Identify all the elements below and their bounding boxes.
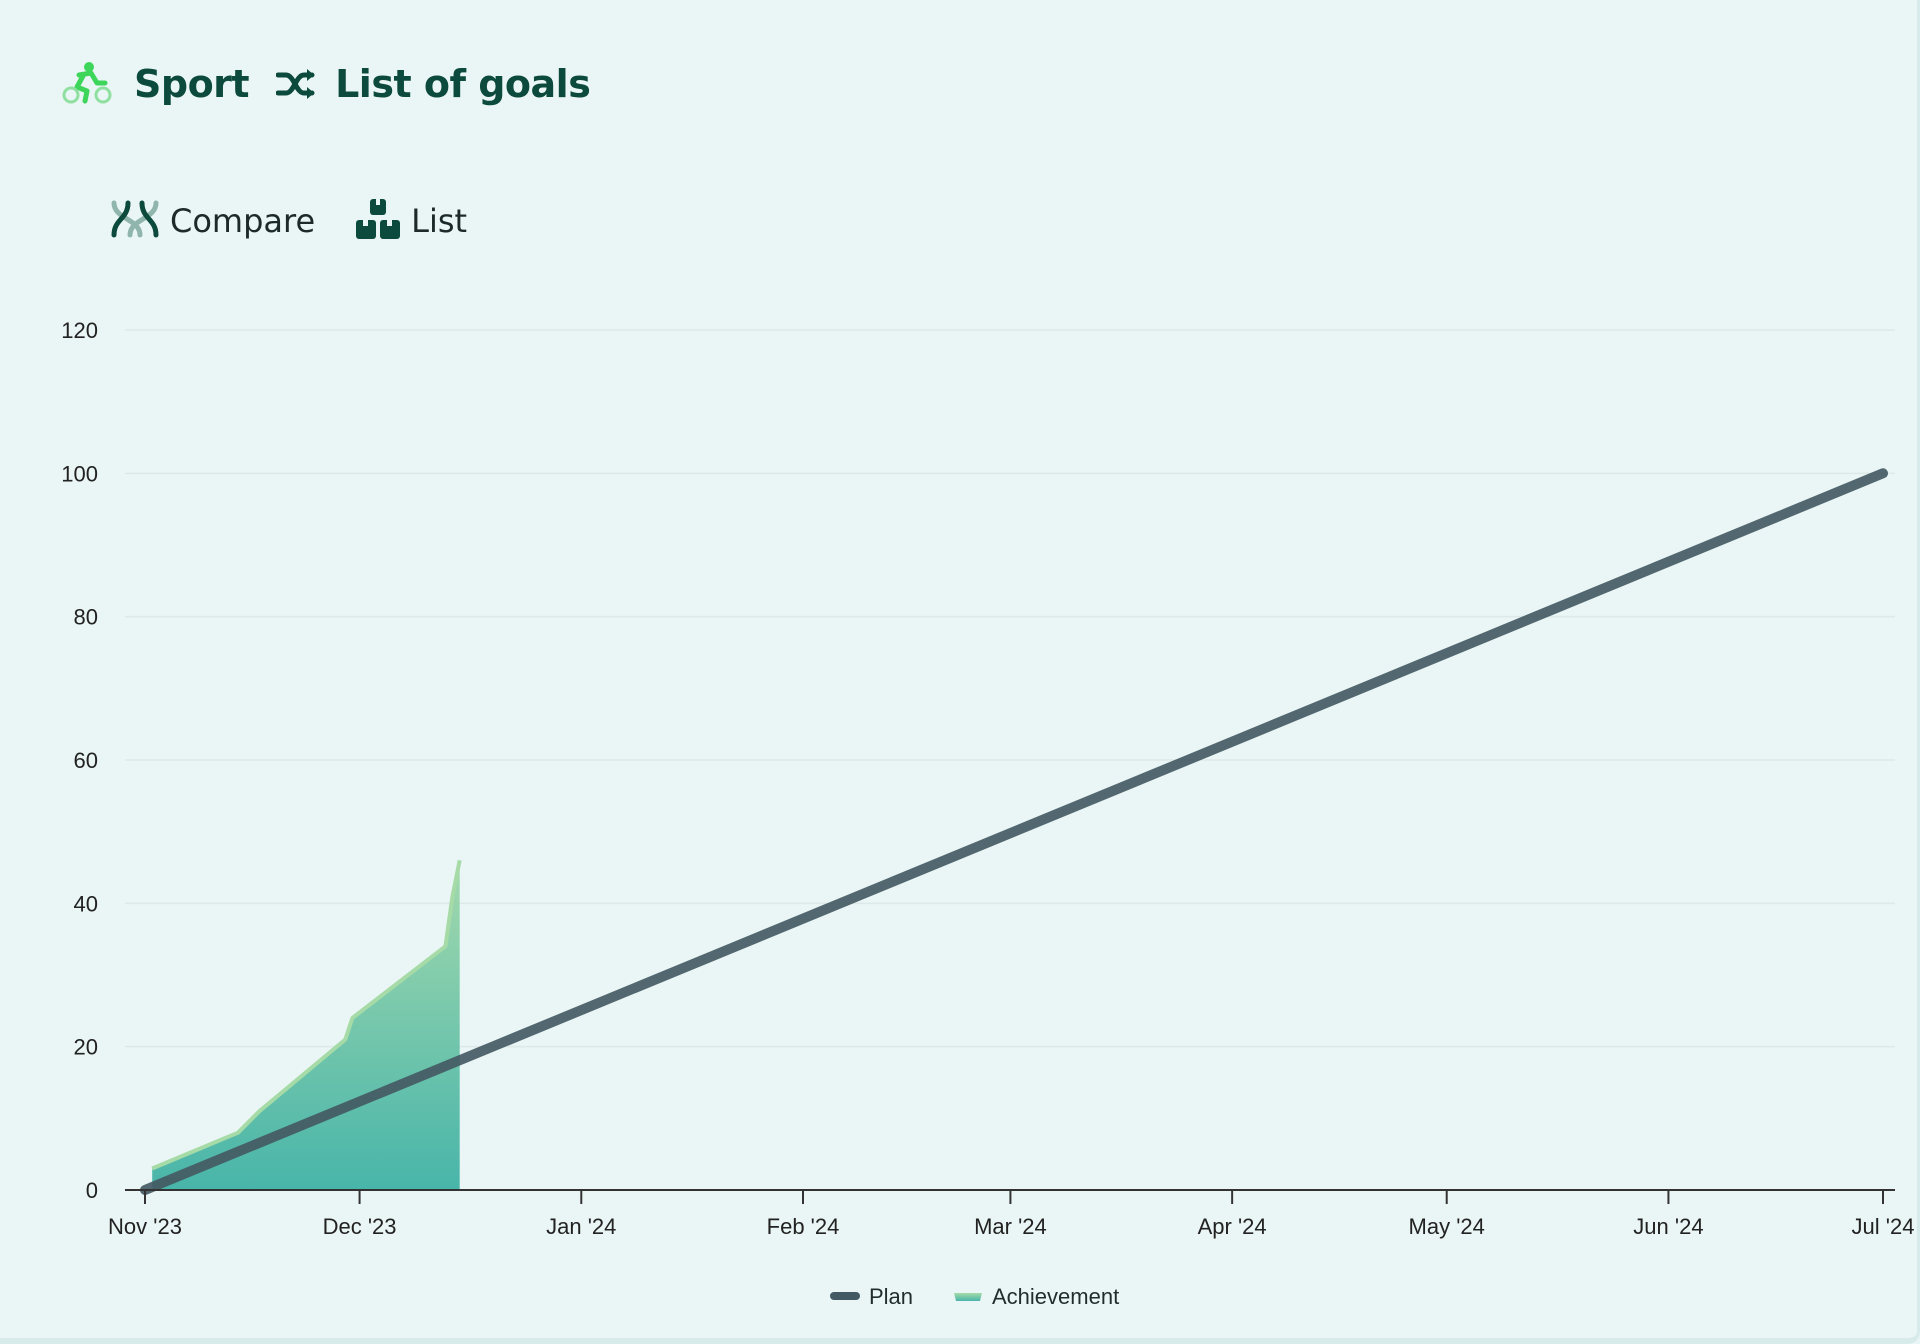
chart-toolbar: Compare List	[110, 198, 467, 244]
page-header: Sport List of goals	[60, 57, 591, 111]
category-title[interactable]: Sport	[134, 62, 250, 106]
x-tick-label: Mar '24	[974, 1214, 1047, 1239]
cyclist-icon	[60, 57, 114, 111]
legend-item-achievement[interactable]: Achievement	[954, 1284, 1119, 1309]
compare-button[interactable]: Compare	[110, 199, 315, 243]
y-axis: 0 20 40 60 80 100 120	[61, 318, 98, 1203]
plan-series[interactable]	[140, 468, 1888, 1195]
x-tick-label: Dec '23	[323, 1214, 397, 1239]
x-axis: Nov '23 Dec '23 Jan '24 Feb '24 Mar '24 Apr '…	[108, 1189, 1915, 1239]
grid-lines	[125, 329, 1895, 1048]
legend-plan-label: Plan	[869, 1284, 913, 1309]
legend-achievement-swatch	[954, 1293, 982, 1301]
achievement-series[interactable]	[151, 859, 462, 1190]
x-tick-label: Apr '24	[1198, 1214, 1267, 1239]
y-tick-label: 20	[74, 1035, 98, 1060]
x-tick-label: Feb '24	[767, 1214, 840, 1239]
x-tick-label: Jun '24	[1633, 1214, 1703, 1239]
list-label: List	[411, 202, 468, 240]
y-tick-label: 60	[74, 748, 98, 773]
achievement-outline	[151, 859, 462, 1171]
y-tick-label: 120	[61, 318, 98, 343]
list-button[interactable]: List	[355, 198, 467, 244]
plan-line[interactable]	[140, 468, 1888, 1195]
x-tick-label: Jan '24	[546, 1214, 616, 1239]
list-blocks-icon	[355, 198, 401, 244]
chart-legend: Plan Achievement	[830, 1284, 1119, 1309]
x-tick-label: May '24	[1409, 1214, 1485, 1239]
y-tick-label: 40	[74, 891, 98, 916]
shuffle-icon	[269, 57, 323, 111]
y-tick-label: 80	[74, 605, 98, 630]
y-tick-label: 0	[86, 1178, 98, 1203]
x-tick-label: Jul '24	[1852, 1214, 1915, 1239]
legend-item-plan[interactable]: Plan	[830, 1284, 913, 1309]
compare-icon	[110, 199, 160, 243]
compare-label: Compare	[170, 202, 316, 240]
goal-progress-chart: 0 20 40 60 80 100 120 Nov '23 Dec '23 Jan '24 Feb…	[61, 318, 1915, 1309]
achievement-area[interactable]	[152, 860, 460, 1190]
x-tick-label: Nov '23	[108, 1214, 182, 1239]
y-tick-label: 100	[61, 461, 98, 486]
goals-list-title[interactable]: List of goals	[335, 62, 591, 106]
legend-achievement-label: Achievement	[992, 1284, 1119, 1309]
